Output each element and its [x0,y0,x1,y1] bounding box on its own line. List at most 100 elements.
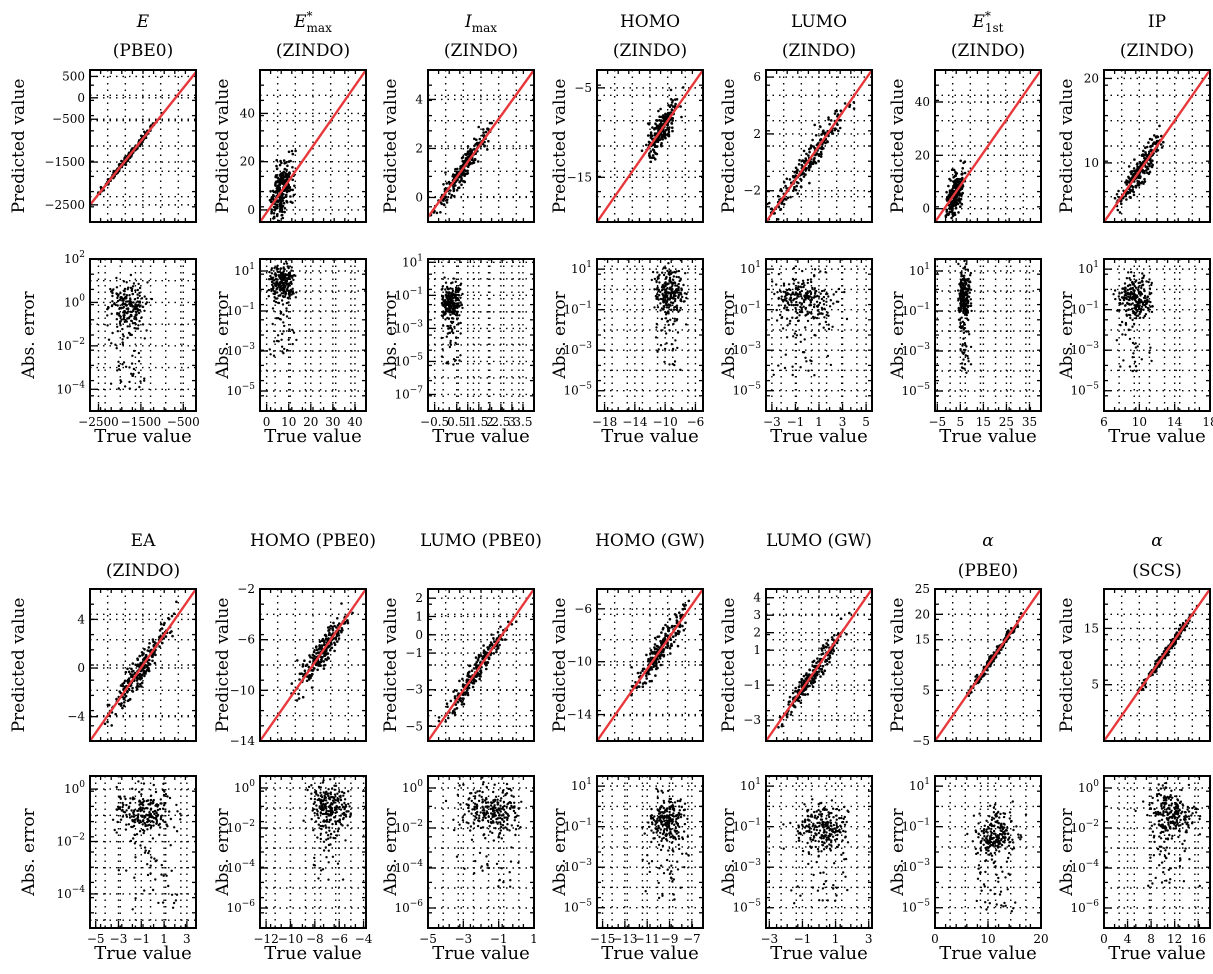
data-point [442,299,445,303]
data-point [278,317,282,321]
data-point [125,320,128,323]
data-point [672,322,675,326]
data-point [453,194,456,198]
data-point [654,336,658,339]
y-tick-label: 20 [915,148,930,162]
data-point [151,888,155,892]
y-axis-label: Abs. error [213,290,233,379]
data-point [660,136,663,139]
data-point [130,667,133,671]
data-point [662,266,666,269]
data-point [473,137,476,141]
data-point [675,304,679,307]
data-point [283,324,286,328]
data-point [809,292,813,296]
data-point [1147,280,1150,284]
data-point [963,160,967,163]
data-point [269,200,273,204]
data-point [130,674,133,677]
data-point [453,325,456,329]
x-tick-label: 3 [508,415,516,429]
data-point [115,318,119,321]
x-tick-label: 0 [263,415,271,429]
data-point [1138,312,1141,316]
data-point [827,327,831,331]
data-point [285,309,288,313]
data-point [119,320,122,323]
data-point [813,374,816,377]
data-point [276,187,279,191]
data-point [782,284,786,287]
data-point [143,130,146,134]
data-point [456,310,459,313]
data-point [1142,154,1146,157]
data-point [446,332,450,335]
data-point [145,297,148,301]
data-point [156,813,160,817]
data-point [124,365,128,368]
y-tick-label: 101 [1078,260,1099,276]
data-point [967,288,970,292]
data-point [667,282,670,285]
data-point [796,192,799,195]
data-point [466,165,470,168]
plot-frame [427,69,535,223]
data-point [445,198,449,201]
data-point [963,171,967,175]
data-point [667,262,670,265]
data-point [292,331,296,334]
data-point [799,340,802,343]
data-point [787,292,790,296]
data-point [650,156,654,160]
data-point [1131,325,1134,328]
y-tick-label: 10 [1084,156,1099,170]
data-point [670,122,674,125]
data-point [794,166,798,170]
data-point [965,371,968,374]
data-point [664,332,668,335]
data-point [804,326,807,329]
data-point [815,316,819,320]
data-point [808,295,812,298]
data-point [459,179,463,183]
data-point [282,321,285,324]
data-point [273,292,276,296]
data-point [667,128,670,131]
data-point [663,326,666,329]
data-point [1143,289,1146,293]
data-point [138,144,142,148]
data-point [797,319,800,322]
data-point [482,134,486,137]
data-point [130,815,134,818]
data-point [665,276,668,279]
data-point [276,291,279,294]
data-point [282,196,285,200]
data-point [845,317,849,321]
data-point [449,287,452,290]
data-point [671,129,674,133]
data-point [113,828,116,832]
data-point [967,330,970,333]
data-point [151,638,155,641]
y-tick-label: 4 [77,612,85,626]
data-point [135,327,138,330]
y-tick-label: −500 [52,112,85,126]
data-point [786,289,789,292]
data-point [285,187,288,190]
data-point [658,281,661,284]
data-point [149,872,152,875]
plot-frame [934,258,1042,412]
data-point [120,809,124,812]
data-point [154,817,158,820]
data-point [793,332,797,335]
panel-title-line: Imax [464,12,497,35]
data-point [1142,149,1145,153]
data-point [839,109,843,112]
data-point [651,126,654,129]
data-point [663,132,667,136]
data-point [122,306,125,309]
